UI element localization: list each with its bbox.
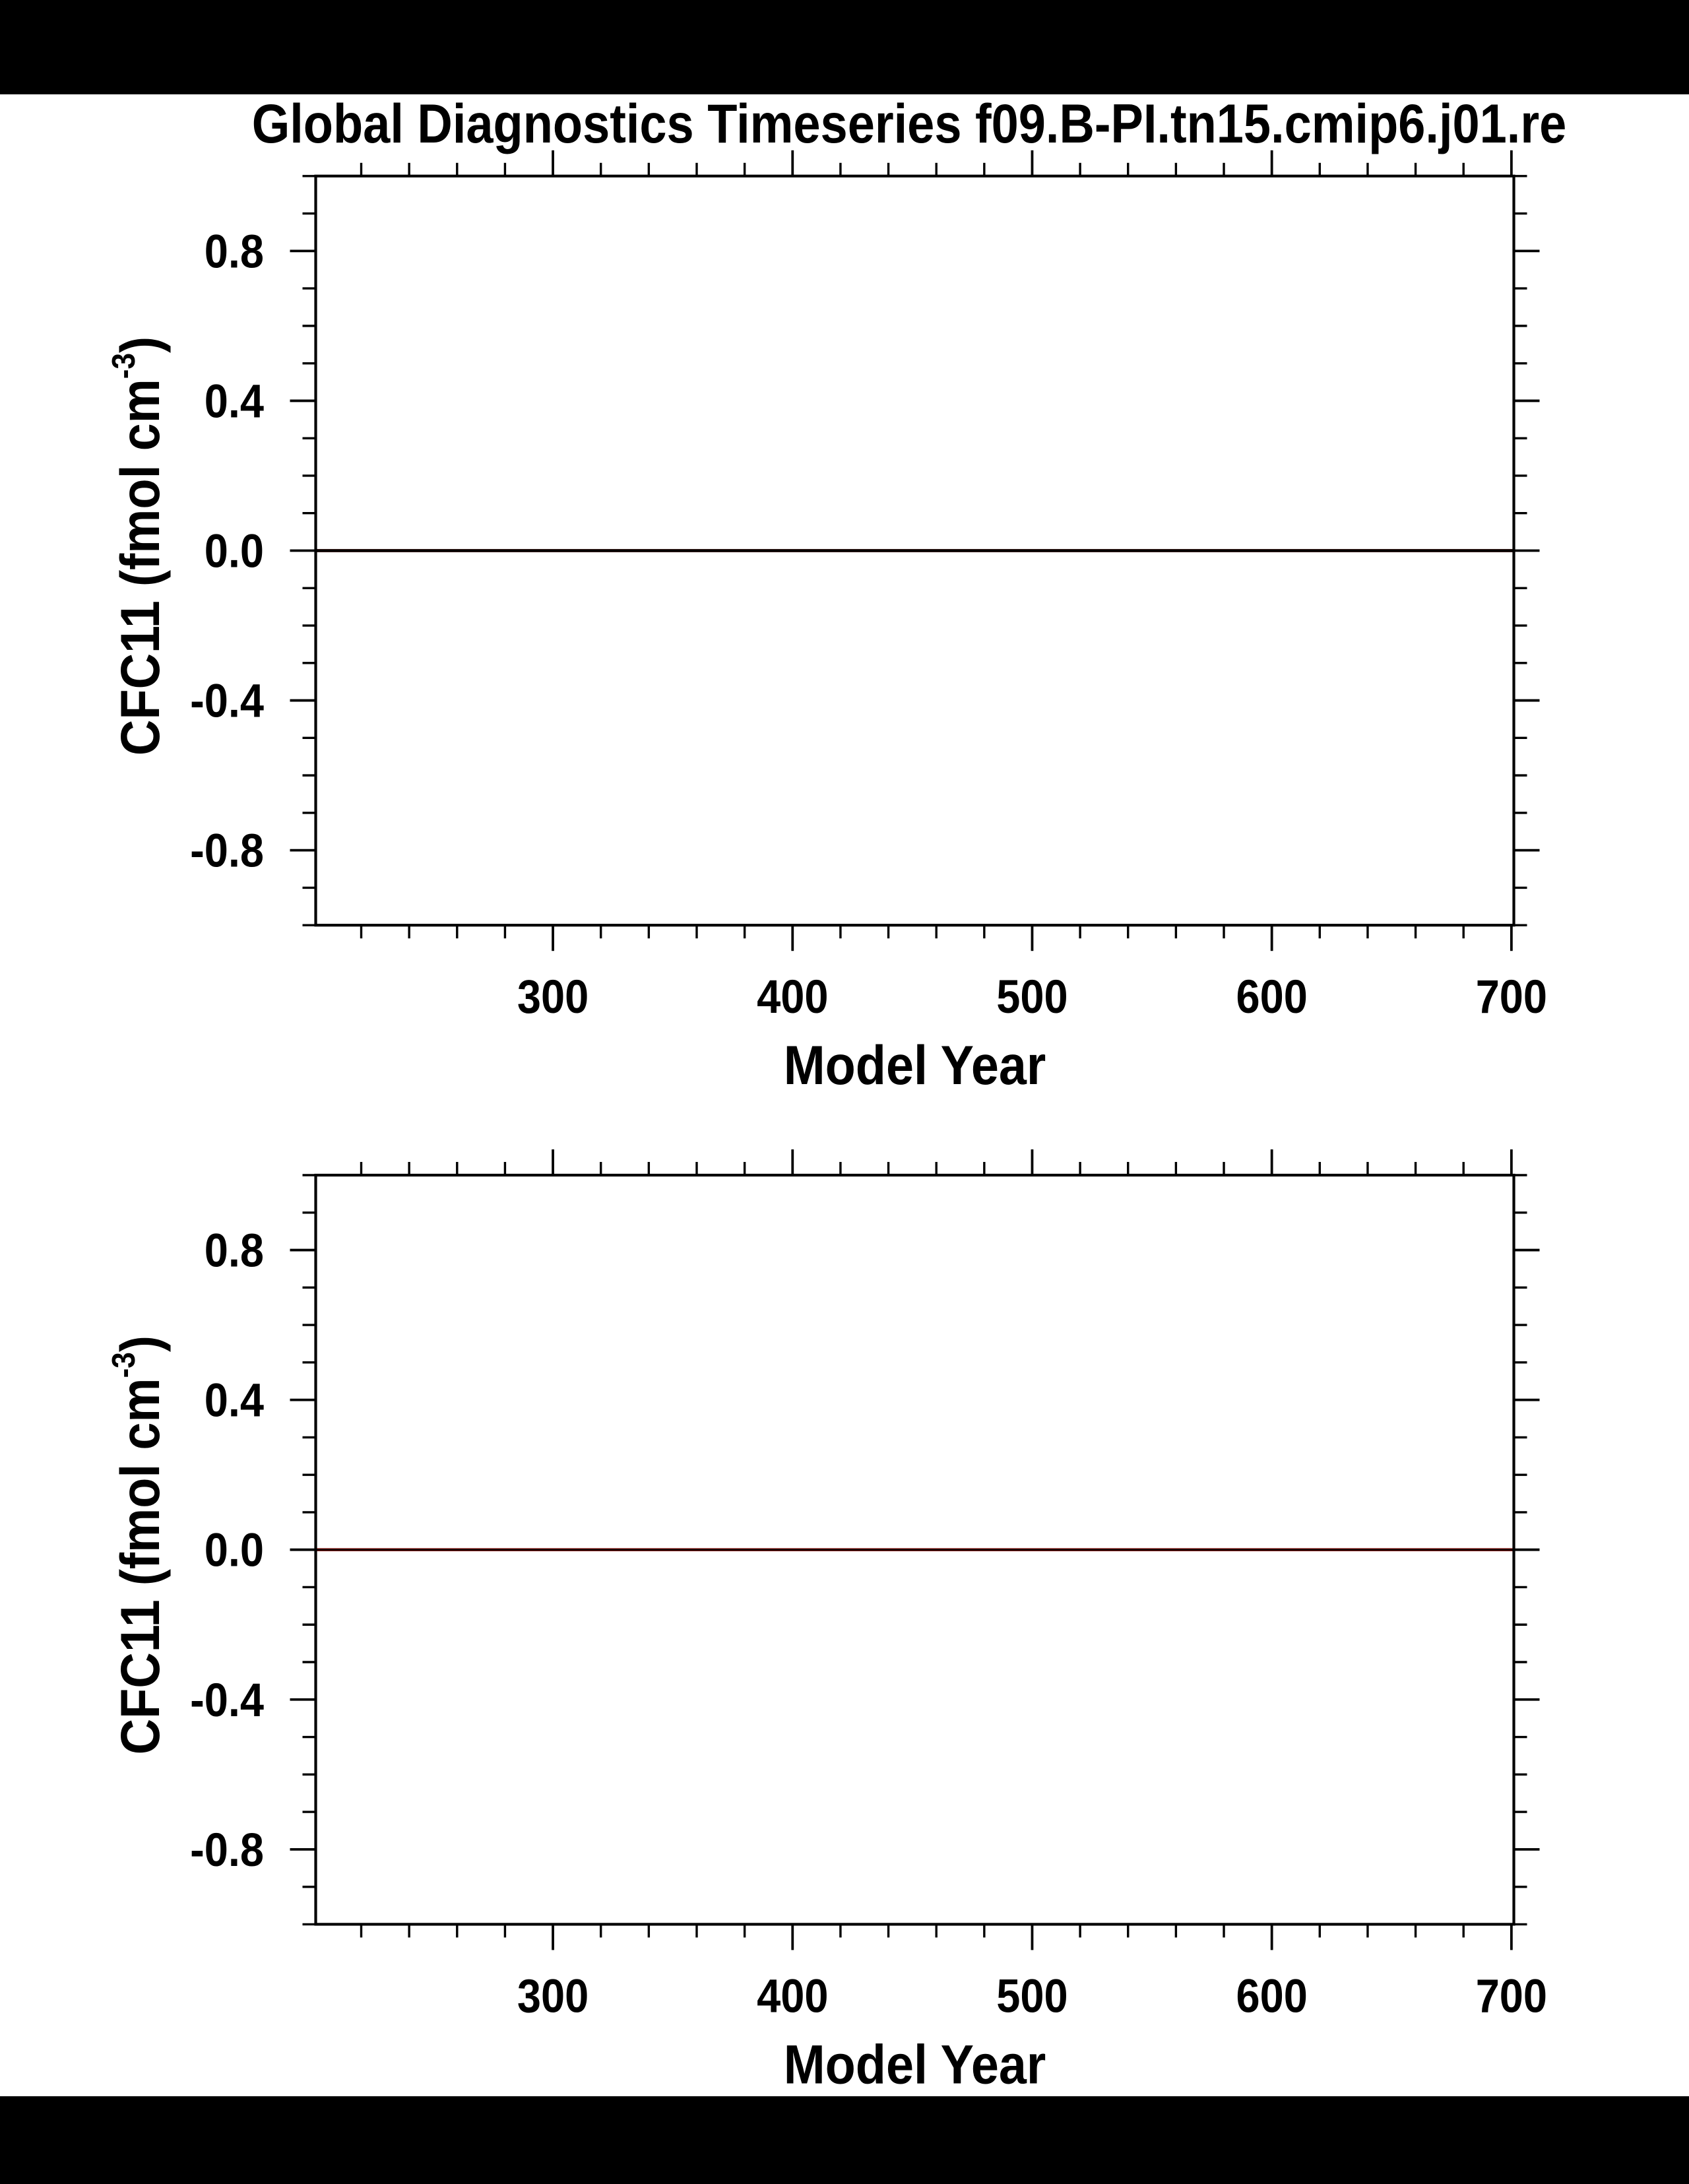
x-tick-label: 300 bbox=[517, 971, 589, 1023]
y-axis-title-text: ) bbox=[110, 1335, 171, 1352]
y-tick-label: -0.8 bbox=[190, 1824, 264, 1876]
figure-title: Global Diagnostics Timeseries f09.B-PI.t… bbox=[252, 93, 1567, 154]
x-tick-label: 700 bbox=[1476, 971, 1547, 1023]
y-axis-title-superscript: -3 bbox=[106, 353, 142, 379]
x-tick-label: 600 bbox=[1236, 971, 1307, 1023]
x-tick-label: 500 bbox=[996, 1970, 1068, 2022]
y-tick-label: 0.0 bbox=[205, 1524, 264, 1576]
y-axis-title: CFC11 (fmol cm-3) bbox=[106, 337, 171, 755]
y-axis-title-text: CFC11 (fmol cm bbox=[110, 379, 171, 755]
x-tick-label: 700 bbox=[1476, 1970, 1547, 2022]
x-tick-label: 400 bbox=[757, 971, 828, 1023]
x-tick-label: 300 bbox=[517, 1970, 589, 2022]
x-tick-label: 600 bbox=[1236, 1970, 1307, 2022]
x-axis-title: Model Year bbox=[784, 2034, 1046, 2095]
x-tick-label: 500 bbox=[996, 971, 1068, 1023]
x-axis-title: Model Year bbox=[784, 1035, 1046, 1096]
panel-top: 0.8 0.4 0.0 -0.4 -0.8 300 400 500 600 700 Model Ye… bbox=[106, 150, 1547, 1096]
y-tick-label: -0.4 bbox=[190, 675, 264, 727]
y-tick-label: 0.4 bbox=[205, 1374, 264, 1427]
y-tick-label: 0.0 bbox=[205, 525, 264, 577]
panel-bottom: 0.8 0.4 0.0 -0.4 -0.8 300 400 500 600 700 Model Ye… bbox=[106, 1149, 1547, 2095]
y-axis-title-superscript: -3 bbox=[106, 1352, 142, 1378]
bottom-black-band bbox=[0, 2096, 1689, 2184]
x-tick-label: 400 bbox=[757, 1970, 828, 2022]
top-black-band bbox=[0, 0, 1689, 94]
y-axis-title: CFC11 (fmol cm-3) bbox=[106, 1335, 171, 1754]
y-tick-label: 0.4 bbox=[205, 375, 264, 428]
y-tick-label: -0.4 bbox=[190, 1674, 264, 1726]
y-tick-label: 0.8 bbox=[205, 226, 264, 278]
y-tick-label: -0.8 bbox=[190, 825, 264, 877]
y-axis-title-text: CFC11 (fmol cm bbox=[110, 1378, 171, 1754]
y-tick-label: 0.8 bbox=[205, 1225, 264, 1277]
y-axis-title-text: ) bbox=[110, 337, 171, 353]
